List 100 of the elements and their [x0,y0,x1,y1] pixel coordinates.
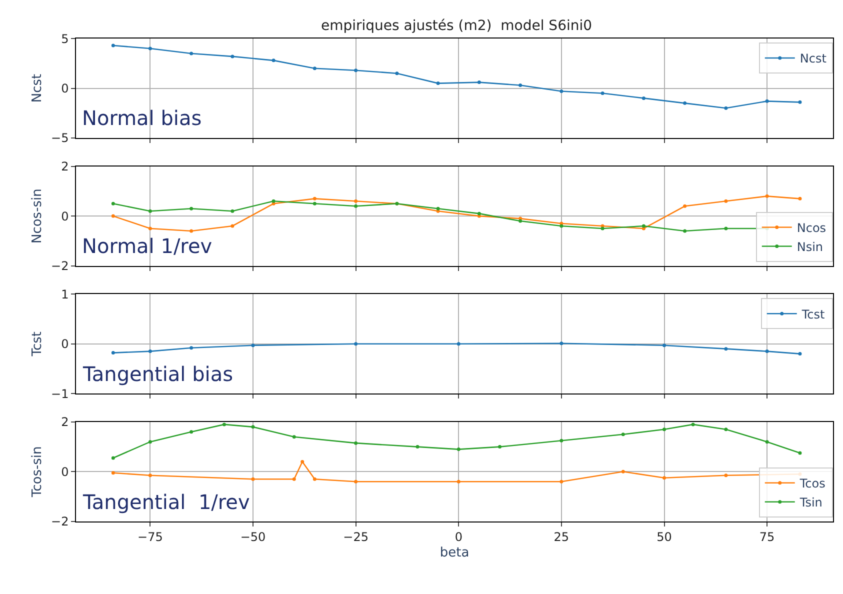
point [111,471,115,475]
point [621,432,625,436]
point [600,226,604,230]
point [230,54,234,58]
y-tick-label: 0 [61,337,69,352]
point [354,342,358,346]
point [300,460,304,464]
point [724,226,728,230]
legend-label: Ncos [796,220,826,235]
point [724,428,728,432]
point [148,440,152,444]
point [683,101,687,105]
x-tick-label: −75 [138,530,163,544]
point [312,202,316,206]
point [477,80,481,84]
point [560,342,564,346]
point [111,351,115,355]
point [148,226,152,230]
point [456,448,460,452]
point [456,480,460,484]
point [111,456,115,460]
point [798,451,802,455]
y-axis-title: Tcst [30,331,46,358]
chart-title: empiriques ajustés (m2) model S6ini0 [321,18,592,34]
point [765,194,769,198]
point [190,52,194,56]
point [662,344,666,348]
point [724,199,728,203]
annotation: Tangential bias [82,362,234,386]
point [111,44,115,48]
point [683,229,687,233]
point [190,206,194,210]
y-tick-label: 2 [61,415,69,430]
point [111,214,115,218]
point [518,219,522,223]
point [272,199,276,203]
point [765,99,769,103]
point [518,84,522,88]
point [765,350,769,354]
point [354,204,358,208]
point [190,229,194,233]
point [642,96,646,100]
point [691,422,695,426]
y-axis-title: Ncst [30,74,46,103]
point [416,445,420,449]
x-axis-title: beta [440,545,470,560]
point [312,196,316,200]
point [642,224,646,228]
point [621,470,625,474]
point [765,440,769,444]
point [498,445,502,449]
legend-label: Tcst [800,307,826,322]
point [724,347,728,351]
point [251,344,255,348]
point [190,346,194,350]
point [798,352,802,356]
point [354,68,358,72]
point [251,477,255,481]
point [798,100,802,104]
point [312,66,316,70]
point [148,209,152,213]
point [724,106,728,110]
legend-label: Ncst [800,52,827,66]
y-tick-label: −5 [51,131,69,146]
point [560,89,564,93]
x-tick-label: −25 [343,530,368,544]
point [148,350,152,354]
point [560,438,564,442]
annotation: Tangential 1/rev [82,490,250,514]
point [354,199,358,203]
point [436,206,440,210]
y-tick-label: 0 [61,81,69,96]
annotation: Normal bias [82,106,202,130]
legend-label: Tsin [798,496,822,510]
y-tick-label: 0 [61,209,69,224]
point [560,480,564,484]
point [683,204,687,208]
point [190,430,194,434]
point [292,435,296,439]
point [798,196,802,200]
x-tick-label: −50 [240,530,266,544]
y-tick-label: −1 [51,386,69,401]
x-tick-label: 75 [759,530,775,544]
point [230,224,234,228]
point [148,46,152,50]
point [222,422,226,426]
x-tick-label: 0 [454,530,462,544]
x-tick-label: 25 [554,530,570,544]
point [724,474,728,478]
annotation: Normal 1/rev [82,234,212,258]
y-tick-label: −2 [51,514,69,529]
y-tick-label: −2 [51,258,69,273]
point [292,477,296,481]
point [251,425,255,429]
point [662,476,666,480]
legend-label: Tcos [798,476,826,491]
point [477,212,481,216]
y-tick-label: 0 [61,464,69,479]
point [111,202,115,206]
y-tick-label: 1 [61,287,69,302]
